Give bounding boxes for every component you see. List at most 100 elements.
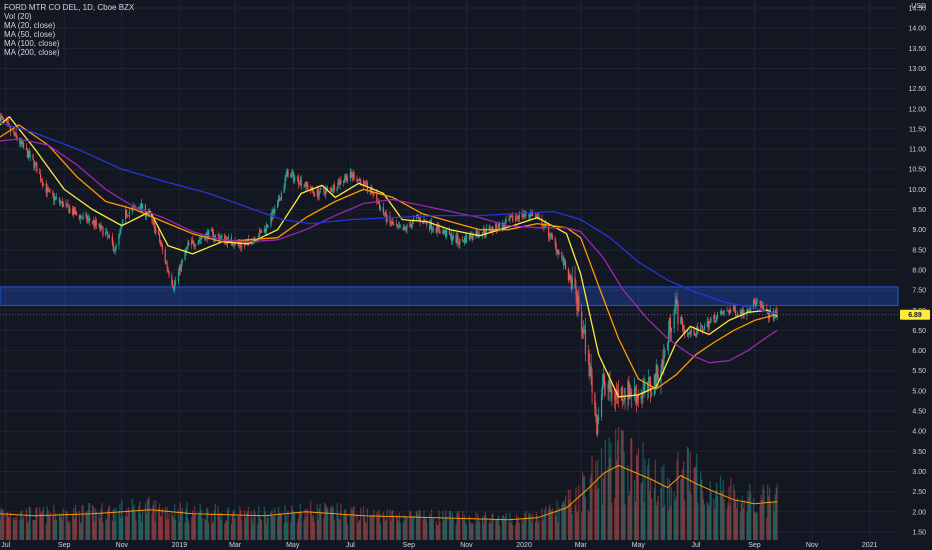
candle-body xyxy=(471,237,473,240)
candle-body xyxy=(523,214,525,216)
volume-bar xyxy=(353,505,355,540)
volume-bar xyxy=(49,512,51,540)
volume-bar xyxy=(263,507,265,540)
candle-body xyxy=(622,399,624,401)
volume-bar xyxy=(102,522,104,540)
legend-ma100[interactable]: MA (100, close) xyxy=(4,39,60,48)
volume-bar xyxy=(637,448,639,540)
volume-bar xyxy=(294,511,296,540)
legend-title[interactable]: FORD MTR CO DEL, 1D, Cboe BZX xyxy=(4,3,135,12)
candle-body xyxy=(621,387,623,401)
candle-body xyxy=(719,311,722,314)
volume-bar xyxy=(515,514,518,540)
volume-bar xyxy=(629,491,631,540)
candle-body xyxy=(412,218,415,221)
volume-bar xyxy=(773,511,775,540)
volume-bar xyxy=(714,509,716,540)
volume-bar xyxy=(122,516,124,540)
candle-body xyxy=(469,234,471,240)
volume-bar xyxy=(517,516,520,540)
volume-bar xyxy=(94,508,96,540)
volume-bar xyxy=(576,511,578,540)
volume-bar xyxy=(73,519,76,540)
volume-bar xyxy=(774,494,776,540)
candle-body xyxy=(66,203,68,205)
volume-bar xyxy=(516,520,519,540)
volume-bar xyxy=(503,518,505,540)
volume-bar xyxy=(509,512,511,540)
time-axis[interactable]: Jul Sep Nov 2019 Mar May Jul Sep Nov 2020 Mar May Ju… xyxy=(1,542,877,549)
volume-bar xyxy=(207,507,209,540)
candle-body xyxy=(650,392,653,396)
volume-bar xyxy=(272,516,274,540)
volume-bar xyxy=(450,518,452,540)
volume-bar xyxy=(611,503,613,540)
candle-body xyxy=(125,209,128,216)
volume-bar xyxy=(628,495,630,540)
candle-body xyxy=(663,356,665,365)
volume-bar xyxy=(345,514,348,540)
volume-bar xyxy=(212,521,215,540)
volume-bar xyxy=(688,491,690,540)
candle-body xyxy=(534,215,537,217)
volume-bar xyxy=(545,506,547,540)
volume-bar xyxy=(654,459,656,540)
candle-body xyxy=(278,198,281,200)
volume-bar xyxy=(492,513,494,540)
volume-bar xyxy=(81,504,83,540)
candle-body xyxy=(27,150,29,158)
volume-bar xyxy=(127,507,130,540)
candle-body xyxy=(398,225,401,228)
volume-bar xyxy=(489,518,491,540)
candle-body xyxy=(326,188,328,190)
volume-bar xyxy=(53,504,55,540)
volume-bar xyxy=(598,487,600,540)
volume-bar xyxy=(95,511,97,540)
legend-ma50[interactable]: MA (50, close) xyxy=(4,30,56,39)
candle-body xyxy=(221,235,223,237)
candle-body xyxy=(405,227,407,230)
candle-body xyxy=(353,173,355,179)
candle-body xyxy=(558,252,560,255)
candle-body xyxy=(161,245,164,250)
candle-body xyxy=(68,206,70,213)
candle-body xyxy=(696,327,698,334)
candle-body xyxy=(716,316,718,321)
candle-body xyxy=(82,215,84,219)
candle-body xyxy=(22,142,24,145)
candle-body xyxy=(443,230,445,234)
volume-bar xyxy=(191,516,193,540)
volume-bar xyxy=(0,519,1,540)
volume-bar xyxy=(6,513,8,540)
volume-bar xyxy=(48,516,50,540)
candle-body xyxy=(488,226,490,228)
candle-body xyxy=(596,416,598,435)
candle-body xyxy=(432,228,435,230)
candle-body xyxy=(604,384,606,386)
volume-bar xyxy=(419,510,421,540)
volume-bar xyxy=(181,507,183,540)
candle-body xyxy=(69,208,71,213)
volume-bar xyxy=(386,509,388,540)
volume-bar xyxy=(730,478,732,540)
volume-bar xyxy=(726,508,728,540)
candle-body xyxy=(530,212,532,217)
legend-ma200[interactable]: MA (200, close) xyxy=(4,48,60,57)
candle-body xyxy=(55,197,57,199)
candle-body xyxy=(304,185,306,187)
legend-vol[interactable]: Vol (20) xyxy=(4,12,32,21)
volume-bar xyxy=(179,502,181,540)
volume-bar xyxy=(442,511,444,540)
candle-body xyxy=(396,224,399,226)
candles xyxy=(0,112,778,438)
volume-bar xyxy=(364,521,367,540)
candle-body xyxy=(59,202,62,203)
volume-bar xyxy=(379,524,382,540)
candle-body xyxy=(85,214,87,216)
volume-bar xyxy=(25,508,28,540)
volume-bar xyxy=(448,511,451,540)
candle-body xyxy=(693,328,695,336)
candle-body xyxy=(568,275,570,280)
legend-ma20[interactable]: MA (20, close) xyxy=(4,21,56,30)
volume-bar xyxy=(396,518,399,540)
